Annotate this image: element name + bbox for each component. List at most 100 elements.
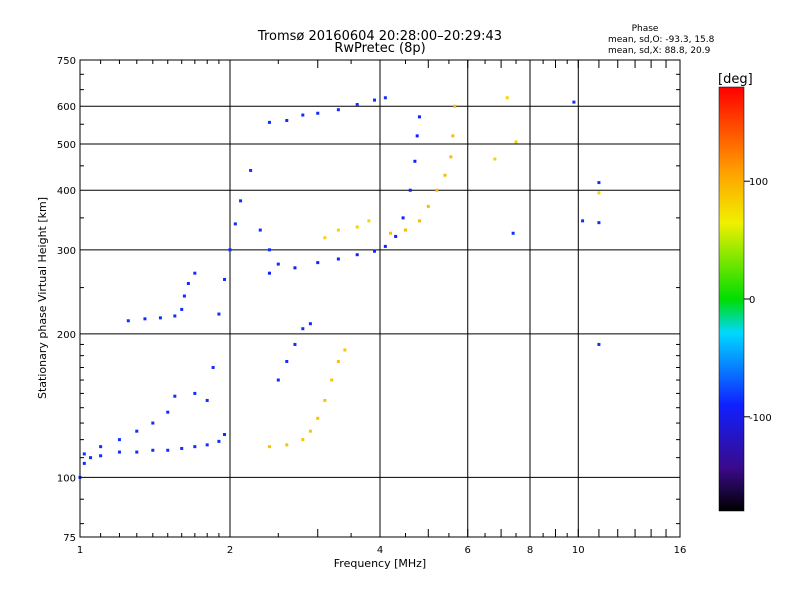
data-point xyxy=(355,225,359,229)
data-point xyxy=(401,216,405,220)
data-point xyxy=(135,429,139,433)
data-point xyxy=(82,452,86,456)
colorbar-tick-label: -100 xyxy=(749,413,772,424)
data-point xyxy=(117,450,121,454)
data-point xyxy=(308,322,312,326)
stats-line-x: mean, sd,X: 88.8, 20.9 xyxy=(608,46,711,56)
data-point xyxy=(99,454,103,458)
colorbar xyxy=(718,86,745,512)
data-point xyxy=(413,159,417,163)
data-point xyxy=(99,445,103,449)
data-point xyxy=(173,314,177,318)
x-tick-labels: 1 2 4 6 8 10 16 xyxy=(77,545,687,556)
data-point xyxy=(355,253,359,257)
data-point xyxy=(193,445,197,449)
data-point xyxy=(493,157,497,161)
y-tick-labels: 75 100 200 300 400 500 600 750 xyxy=(57,56,76,544)
data-point xyxy=(336,359,340,363)
data-point xyxy=(453,104,457,108)
data-point xyxy=(117,438,121,442)
data-point xyxy=(267,248,271,252)
data-point xyxy=(336,228,340,232)
data-point xyxy=(330,378,334,382)
chart-title: Tromsø 20160604 20:28:00–20:29:43 xyxy=(257,29,502,44)
y-tick-label: 500 xyxy=(57,140,76,151)
x-tick-label: 4 xyxy=(377,545,383,556)
data-point xyxy=(323,236,327,240)
y-tick-label: 200 xyxy=(57,330,76,341)
data-point xyxy=(301,113,305,117)
data-point xyxy=(89,456,93,460)
data-point xyxy=(572,100,576,104)
data-point xyxy=(211,365,215,369)
data-point xyxy=(581,219,585,223)
data-point xyxy=(151,448,155,452)
data-point xyxy=(408,188,412,192)
data-point xyxy=(308,429,312,433)
y-tick-label: 300 xyxy=(57,246,76,257)
stats-line-o: mean, sd,O: -93.3, 15.8 xyxy=(608,35,715,45)
data-point xyxy=(383,96,387,100)
x-tick-label: 10 xyxy=(572,545,585,556)
data-point xyxy=(383,244,387,248)
x-axis-title: Frequency [MHz] xyxy=(334,557,426,570)
data-point xyxy=(249,168,253,172)
data-point xyxy=(417,115,421,119)
chart-subtitle: RwPretec (8p) xyxy=(334,41,425,56)
data-point xyxy=(597,191,601,195)
x-tick-label: 6 xyxy=(465,545,471,556)
data-point xyxy=(443,173,447,177)
data-point xyxy=(403,228,407,232)
data-point xyxy=(180,307,184,311)
data-point xyxy=(355,103,359,107)
data-point xyxy=(415,134,419,138)
data-point xyxy=(293,342,297,346)
data-point xyxy=(151,421,155,425)
data-point xyxy=(276,262,280,266)
data-point xyxy=(323,398,327,402)
data-point xyxy=(182,294,186,298)
data-point xyxy=(205,443,209,447)
data-point xyxy=(301,327,305,331)
data-point xyxy=(267,120,271,124)
data-point xyxy=(223,277,227,281)
y-tick-label: 600 xyxy=(57,102,76,113)
data-point xyxy=(597,181,601,185)
x-tick-label: 1 xyxy=(77,545,83,556)
data-point xyxy=(239,199,243,203)
data-point xyxy=(267,445,271,449)
data-point xyxy=(449,155,453,159)
data-point xyxy=(143,317,147,321)
data-point xyxy=(217,312,221,316)
data-point xyxy=(180,446,184,450)
axis-ticks xyxy=(80,60,680,537)
data-point xyxy=(258,228,262,232)
data-point xyxy=(389,231,393,235)
data-point xyxy=(343,348,347,352)
data-point xyxy=(426,204,430,208)
data-point xyxy=(514,140,518,144)
data-point xyxy=(82,461,86,465)
data-point xyxy=(505,96,509,100)
x-tick-label: 2 xyxy=(227,545,233,556)
colorbar-ticks: 100 0 -100 xyxy=(744,177,772,424)
data-point xyxy=(126,319,130,323)
colorbar-label: [deg] xyxy=(718,72,753,87)
data-point xyxy=(316,416,320,420)
data-point xyxy=(223,433,227,437)
data-point xyxy=(597,221,601,225)
y-tick-label: 100 xyxy=(57,473,76,484)
y-axis-title: Stationary phase Virtual Height [km] xyxy=(36,197,49,399)
colorbar-tick-label: 0 xyxy=(749,295,755,306)
x-tick-label: 8 xyxy=(527,545,533,556)
data-point xyxy=(285,119,289,123)
data-point xyxy=(205,398,209,402)
data-point xyxy=(166,410,170,414)
data-point xyxy=(435,188,439,192)
x-tick-label: 16 xyxy=(674,545,687,556)
data-point xyxy=(158,316,162,320)
grid-lines xyxy=(80,60,680,537)
data-point xyxy=(451,134,455,138)
y-tick-label: 400 xyxy=(57,186,76,197)
